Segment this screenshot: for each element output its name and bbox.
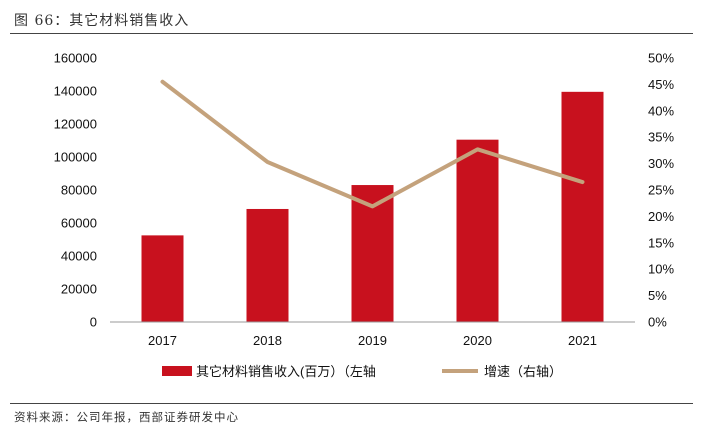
left-tick-label: 140000 xyxy=(54,84,97,99)
left-tick-label: 120000 xyxy=(54,117,97,132)
right-tick-label: 20% xyxy=(648,209,674,224)
left-tick-label: 40000 xyxy=(61,249,97,264)
right-tick-label: 45% xyxy=(648,77,674,92)
legend: 其它材料销售收入(百万）（左轴 增速（右轴） xyxy=(162,364,562,379)
source-note: 资料来源：公司年报，西部证券研发中心 xyxy=(14,410,239,424)
x-tick-label: 2017 xyxy=(148,333,177,348)
x-tick-label: 2019 xyxy=(358,333,387,348)
figure-title: 图 66：其它材料销售收入 xyxy=(14,13,190,29)
right-tick-label: 30% xyxy=(648,156,674,171)
bar-series xyxy=(141,91,604,322)
chart-svg: 0 20000 40000 60000 80000 100000 120000 140000 1… xyxy=(54,51,675,380)
right-tick-label: 15% xyxy=(648,235,674,250)
x-tick-label: 2021 xyxy=(568,333,597,348)
right-tick-label: 0% xyxy=(648,315,667,330)
right-tick-label: 35% xyxy=(648,130,674,145)
bar xyxy=(246,208,289,322)
left-tick-label: 0 xyxy=(90,315,97,330)
top-rule xyxy=(10,33,693,34)
legend-line-label: 增速（右轴） xyxy=(484,364,562,379)
right-tick-label: 5% xyxy=(648,288,667,303)
right-tick-label: 25% xyxy=(648,183,674,198)
legend-bar-swatch xyxy=(162,366,192,376)
right-tick-label: 10% xyxy=(648,262,674,277)
right-axis: 0% 5% 10% 15% 20% 25% 30% 35% 40% 45% 50% xyxy=(648,51,674,330)
bar xyxy=(141,235,184,322)
left-tick-label: 20000 xyxy=(61,282,97,297)
right-tick-label: 50% xyxy=(648,51,674,66)
x-tick-label: 2020 xyxy=(463,333,492,348)
line-series xyxy=(160,79,585,209)
left-tick-label: 60000 xyxy=(61,216,97,231)
left-axis: 0 20000 40000 60000 80000 100000 120000 140000 1… xyxy=(54,51,97,330)
bar xyxy=(561,91,604,322)
bottom-rule xyxy=(10,403,693,404)
left-tick-label: 100000 xyxy=(54,150,97,165)
right-tick-label: 40% xyxy=(648,103,674,118)
legend-bar-label: 其它材料销售收入(百万）（左轴 xyxy=(196,364,376,379)
left-tick-label: 80000 xyxy=(61,183,97,198)
left-tick-label: 160000 xyxy=(54,51,97,66)
bar xyxy=(456,139,499,322)
x-tick-label: 2018 xyxy=(253,333,282,348)
x-axis: 2017 2018 2019 2020 2021 xyxy=(148,333,597,348)
